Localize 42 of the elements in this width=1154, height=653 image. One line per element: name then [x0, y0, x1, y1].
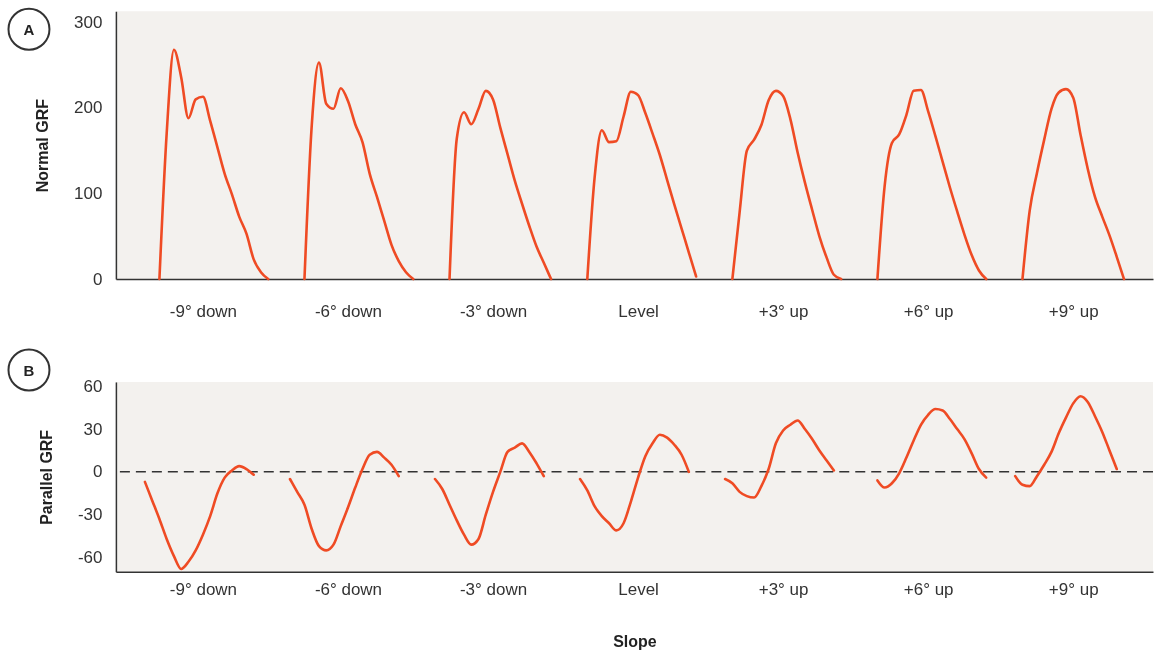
- line-series: [723, 419, 836, 499]
- x-tick-label: -3° down: [459, 301, 528, 321]
- y-tick-label: 100: [74, 183, 103, 203]
- x-tick-label: Level: [618, 301, 659, 321]
- x-tick-label: +6° up: [903, 580, 954, 600]
- x-tick-label: +9° up: [1048, 580, 1099, 600]
- y-tick-label: 200: [74, 98, 103, 118]
- line-series: [876, 88, 988, 281]
- y-tick-label: 30: [83, 419, 103, 439]
- x-tick-label: +9° up: [1048, 301, 1099, 321]
- line-series: [578, 433, 691, 532]
- line-series: [448, 89, 553, 281]
- chart-title: B: [23, 361, 35, 379]
- line-series: [1021, 87, 1126, 281]
- y-tick-label: 60: [83, 376, 103, 396]
- y-tick-label: 0: [92, 462, 103, 482]
- x-tick-label: -9° down: [169, 580, 238, 600]
- line-series: [433, 442, 546, 546]
- line-series: [303, 61, 415, 281]
- line-series: [876, 407, 988, 489]
- line-series: [731, 89, 843, 281]
- text: A: [23, 21, 35, 39]
- line-series: [586, 90, 698, 281]
- x-tick-label: +3° up: [758, 580, 809, 600]
- x-tick-label: -6° down: [314, 580, 383, 600]
- line-series: [158, 48, 270, 281]
- line-series: [143, 464, 255, 571]
- x-tick-label: -6° down: [314, 301, 383, 321]
- y-axis-title: Parallel GRF: [37, 429, 55, 525]
- x-tick-label: +3° up: [758, 301, 809, 321]
- x-tick-label: -9° down: [169, 301, 238, 321]
- x-tick-label: Level: [618, 580, 659, 600]
- line-series: [288, 450, 401, 552]
- x-tick-label: -3° down: [459, 580, 528, 600]
- y-tick-label: 0: [92, 269, 103, 289]
- y-tick-label: -60: [77, 548, 103, 568]
- line-series: [1013, 394, 1119, 488]
- x-axis-title: Slope: [613, 633, 657, 651]
- y-tick-label: -30: [77, 505, 103, 525]
- y-axis-title: Normal GRF: [34, 98, 52, 193]
- y-tick-label: 300: [74, 12, 103, 32]
- x-tick-label: +6° up: [903, 301, 954, 321]
